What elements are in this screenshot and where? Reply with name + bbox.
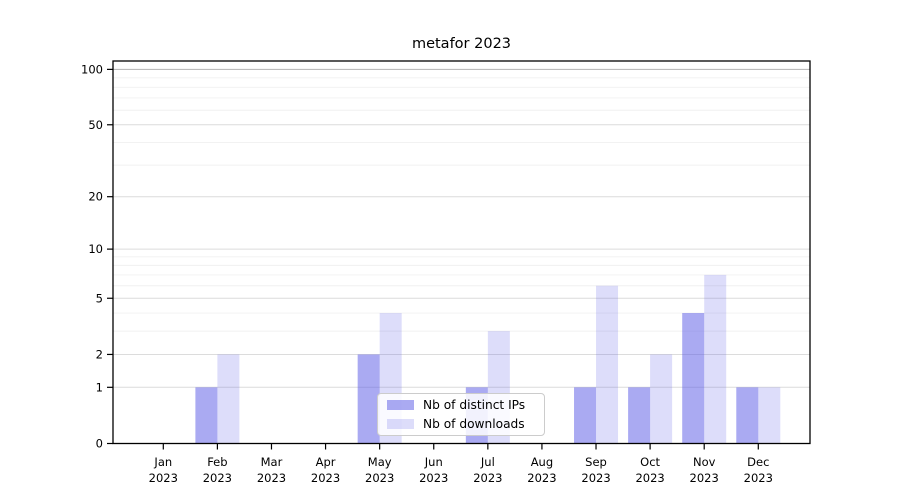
legend-label-distinct-ips: Nb of distinct IPs bbox=[423, 398, 526, 412]
x-tick-label-year: 2023 bbox=[311, 471, 340, 485]
x-tick-label-month: Apr bbox=[316, 455, 336, 469]
x-tick-label-month: Mar bbox=[261, 455, 283, 469]
x-tick-label-month: Aug bbox=[531, 455, 553, 469]
y-tick-label: 100 bbox=[81, 62, 103, 76]
y-tick-label: 10 bbox=[88, 242, 103, 256]
x-tick-label-year: 2023 bbox=[473, 471, 502, 485]
legend-label-downloads: Nb of downloads bbox=[423, 417, 525, 431]
x-tick-label-year: 2023 bbox=[419, 471, 448, 485]
y-tick-label: 20 bbox=[88, 190, 103, 204]
x-tick-label-month: Nov bbox=[693, 455, 716, 469]
legend-swatch-downloads-icon bbox=[387, 419, 414, 429]
y-tick-label: 1 bbox=[96, 380, 103, 394]
x-tick-label-year: 2023 bbox=[365, 471, 394, 485]
x-tick-label-month: Jan bbox=[153, 455, 172, 469]
x-tick-label-year: 2023 bbox=[744, 471, 773, 485]
y-tick-label: 50 bbox=[88, 118, 103, 132]
y-tick-label: 2 bbox=[96, 347, 103, 361]
chart-title: metafor 2023 bbox=[411, 36, 512, 52]
legend-swatch-distinct-ips-icon bbox=[387, 400, 414, 410]
x-tick-label-month: Jun bbox=[424, 455, 443, 469]
bar-downloads-nov bbox=[704, 274, 727, 444]
y-tick-label: 5 bbox=[96, 291, 103, 305]
bar-downloads-oct bbox=[650, 354, 673, 444]
x-tick-label-year: 2023 bbox=[203, 471, 232, 485]
bar-distinct-ips-dec bbox=[736, 387, 759, 444]
bar-downloads-sep bbox=[596, 285, 619, 444]
legend-item-downloads: Nb of downloads bbox=[387, 417, 544, 431]
x-tick-label-year: 2023 bbox=[149, 471, 178, 485]
bar-distinct-ips-sep bbox=[574, 387, 597, 444]
legend: Nb of distinct IPs Nb of downloads bbox=[377, 393, 545, 436]
x-tick-label-year: 2023 bbox=[581, 471, 610, 485]
bar-distinct-ips-may bbox=[357, 354, 380, 444]
x-tick-label-year: 2023 bbox=[635, 471, 664, 485]
x-tick-label-year: 2023 bbox=[527, 471, 556, 485]
x-tick-label-month: Feb bbox=[207, 455, 227, 469]
x-tick-label-month: Jul bbox=[480, 455, 495, 469]
x-tick-label-month: Oct bbox=[640, 455, 660, 469]
bar-distinct-ips-nov bbox=[682, 313, 705, 444]
plot-frame bbox=[112, 60, 811, 445]
legend-item-distinct-ips: Nb of distinct IPs bbox=[387, 398, 544, 412]
x-tick-label-month: Dec bbox=[747, 455, 769, 469]
y-tick-label: 0 bbox=[96, 437, 103, 451]
bar-distinct-ips-feb bbox=[195, 387, 218, 444]
x-tick-label-year: 2023 bbox=[257, 471, 286, 485]
bar-downloads-feb bbox=[217, 354, 240, 444]
x-tick-label-year: 2023 bbox=[690, 471, 719, 485]
x-tick-label-month: May bbox=[368, 455, 392, 469]
bar-downloads-dec bbox=[758, 387, 781, 444]
bar-distinct-ips-oct bbox=[628, 387, 651, 444]
x-tick-label-month: Sep bbox=[585, 455, 607, 469]
